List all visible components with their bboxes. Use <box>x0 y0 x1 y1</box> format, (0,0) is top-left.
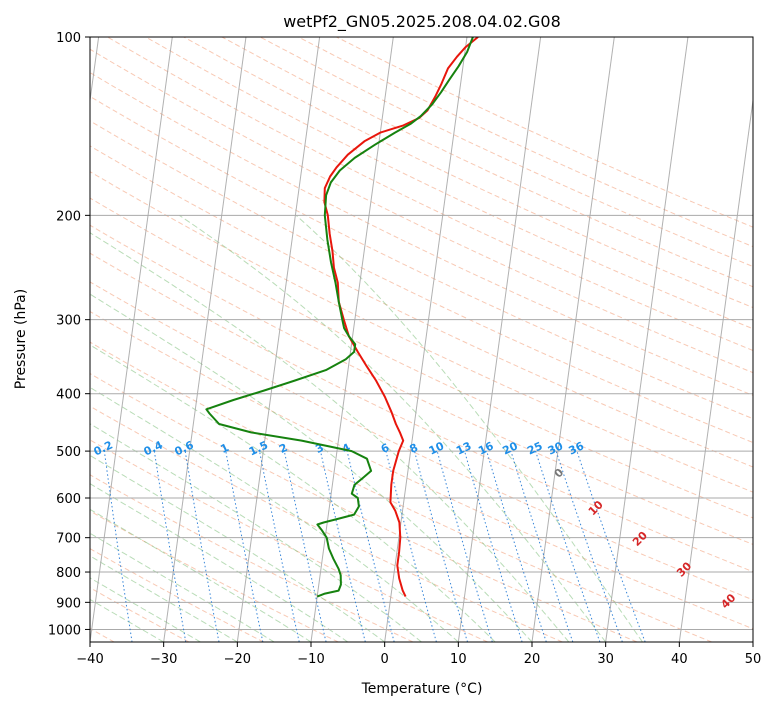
y-tick-label: 900 <box>56 596 81 611</box>
mixing-ratio-line <box>154 451 186 642</box>
dry-adiabat <box>0 37 775 642</box>
dry-adiabat <box>0 37 775 642</box>
mixing-ratio-line <box>321 451 366 642</box>
x-tick-label: 50 <box>745 652 762 667</box>
dry-adiabat <box>0 37 775 642</box>
y-tick-label: 700 <box>56 532 81 547</box>
dry-adiabat <box>0 37 712 642</box>
mixing-ratio-label: 0.4 <box>142 438 165 458</box>
mixing-ratio-line <box>260 451 300 642</box>
dry-adiabat <box>0 37 338 642</box>
chart-title: wetPf2_GN05.2025.208.04.02.G08 <box>283 12 561 32</box>
y-tick-label: 600 <box>56 492 81 507</box>
dry-adiabat <box>0 37 264 642</box>
plot-frame <box>90 37 753 642</box>
moist-adiabat-label: 10 <box>586 498 606 518</box>
isotherm <box>164 37 246 642</box>
mixing-ratio-label: 20 <box>501 439 521 457</box>
mixing-ratio-label: 36 <box>567 439 587 457</box>
dewpoint-profile-line <box>206 37 473 597</box>
x-tick-label: 0 <box>381 652 389 667</box>
mixing-ratio-label: 1 <box>219 441 231 456</box>
dry-adiabat <box>0 37 775 642</box>
mixing-ratio-line <box>465 451 522 642</box>
x-tick-label: −10 <box>297 652 324 667</box>
isotherm <box>237 37 319 642</box>
moist-adiabat <box>63 215 569 642</box>
moist-adiabat <box>0 215 201 642</box>
dry-adiabat <box>0 37 775 642</box>
isotherm <box>679 37 761 642</box>
mixing-ratio-label: 1.5 <box>247 438 270 458</box>
dry-adiabat <box>0 37 775 642</box>
mixing-ratio-line <box>577 451 645 642</box>
mixing-ratio-label: 2 <box>277 441 289 456</box>
dry-adiabat <box>0 37 775 642</box>
dry-adiabat <box>146 37 775 642</box>
dry-adiabat <box>0 37 562 642</box>
mixing-ratio-line <box>487 451 547 642</box>
mixing-ratio-label: 0.2 <box>92 438 115 458</box>
y-tick-label: 1000 <box>48 623 81 638</box>
mixing-ratio-label: 16 <box>476 439 496 457</box>
dry-adiabat <box>69 37 775 642</box>
x-tick-label: 30 <box>597 652 614 667</box>
mixing-ratio-label: 13 <box>454 439 473 457</box>
y-tick-label: 200 <box>56 209 81 224</box>
dry-adiabat <box>0 37 775 642</box>
moist-adiabat <box>0 215 348 642</box>
mixing-ratio-label: 30 <box>546 439 566 457</box>
x-tick-label: 40 <box>671 652 688 667</box>
x-tick-label: 10 <box>450 652 467 667</box>
y-axis-label: Pressure (hPa) <box>13 289 29 389</box>
dry-adiabat <box>0 37 775 642</box>
mixing-ratio-line <box>511 451 573 642</box>
moist-adiabat-label: 30 <box>674 559 694 579</box>
mixing-ratio-line <box>226 451 263 642</box>
mixing-ratio-label: 0.6 <box>173 438 196 458</box>
x-tick-label: −40 <box>76 652 103 667</box>
isotherm <box>753 37 775 642</box>
dry-adiabat <box>0 37 488 642</box>
moist-adiabat-label: 40 <box>718 591 738 611</box>
x-tick-label: −30 <box>150 652 177 667</box>
y-tick-label: 300 <box>56 314 81 329</box>
dry-adiabat <box>260 37 775 642</box>
mixing-ratio-line <box>104 451 132 642</box>
dry-adiabat <box>108 37 775 642</box>
isotherm <box>458 37 540 642</box>
x-tick-label: 20 <box>524 652 541 667</box>
y-tick-label: 500 <box>56 445 81 460</box>
y-tick-label: 400 <box>56 388 81 403</box>
mixing-ratio-line <box>556 451 622 642</box>
moist-adiabat-label: 20 <box>630 529 650 549</box>
y-tick-label: 800 <box>56 566 81 581</box>
moist-adiabat <box>0 215 311 642</box>
dry-adiabat <box>184 37 775 642</box>
mixing-ratio-line <box>185 451 219 642</box>
y-tick-label: 100 <box>56 31 81 46</box>
x-axis-label: Temperature (°C) <box>361 681 483 697</box>
moist-adiabat <box>296 215 642 642</box>
isotherm <box>606 37 688 642</box>
isotherm <box>532 37 614 642</box>
dry-adiabat <box>0 37 637 642</box>
x-tick-label: −20 <box>224 652 251 667</box>
mixing-ratio-label: 6 <box>379 441 392 456</box>
